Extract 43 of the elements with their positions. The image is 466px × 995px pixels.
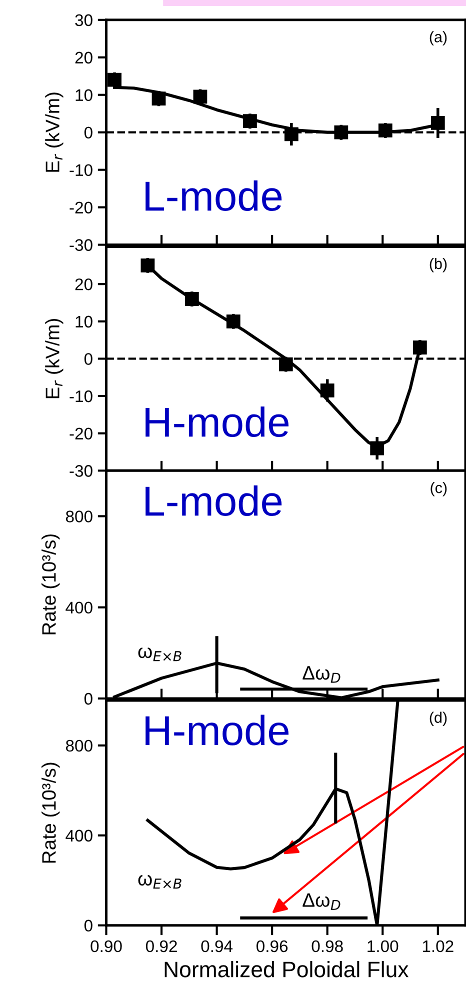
y-tick-label: 800 <box>66 740 92 752</box>
y-tick-label: -30 <box>70 465 92 477</box>
x-tick-label: 0.96 <box>256 940 288 952</box>
annotation: (a) <box>430 31 447 46</box>
y-tick-label: 0 <box>84 692 92 705</box>
y-tick-label: 400 <box>66 602 92 614</box>
x-tick-label: 0.90 <box>90 940 122 952</box>
y-tick-label: -20 <box>70 428 92 440</box>
y-tick-label: -20 <box>70 202 92 214</box>
y-tick-label: 400 <box>66 830 92 842</box>
x-tick-label: 0.94 <box>201 940 233 952</box>
annotation: ω$_{E×B}$ <box>138 647 182 662</box>
y-axis-title: E$_{r}$ (kV/m) <box>45 319 64 398</box>
x-axis-title: Normalized Poloidal Flux <box>164 961 409 978</box>
y-tick-label: 30 <box>75 14 92 26</box>
y-axis-title: Rate (10³/s) <box>42 534 60 634</box>
annotation: Δω$_{D}$ <box>302 893 340 910</box>
y-tick-label: -10 <box>70 164 92 176</box>
annotation: Δω$_{D}$ <box>302 666 340 683</box>
y-axis-title: Rate (10³/s) <box>42 762 60 863</box>
x-tick-label: 0.92 <box>146 940 177 952</box>
annotation: (b) <box>430 258 447 272</box>
y-tick-label: 0 <box>84 126 92 139</box>
x-tick-label: 1.02 <box>422 940 454 952</box>
annotation: H-mode <box>146 406 289 438</box>
annotation: L-mode <box>146 485 282 516</box>
annotation: L-mode <box>146 180 282 211</box>
y-tick-label: 0 <box>84 353 92 365</box>
y-tick-label: 800 <box>66 510 92 522</box>
annotation: (c) <box>430 482 447 496</box>
annotation: (d) <box>430 712 447 726</box>
y-axis-title: E$_{r}$ (kV/m) <box>45 92 64 172</box>
annotation: H-mode <box>146 714 289 746</box>
y-tick-label: -30 <box>70 239 92 251</box>
annotation: ω$_{E×B}$ <box>138 874 182 889</box>
y-tick-label: 10 <box>76 316 92 328</box>
y-tick-label: 20 <box>75 52 92 64</box>
x-tick-label: 1.00 <box>368 940 398 952</box>
y-tick-label: 10 <box>76 89 92 102</box>
x-tick-label: 0.98 <box>312 940 343 952</box>
y-tick-label: -10 <box>70 390 92 402</box>
y-tick-label: 0 <box>84 920 92 932</box>
y-tick-label: 20 <box>75 278 92 290</box>
